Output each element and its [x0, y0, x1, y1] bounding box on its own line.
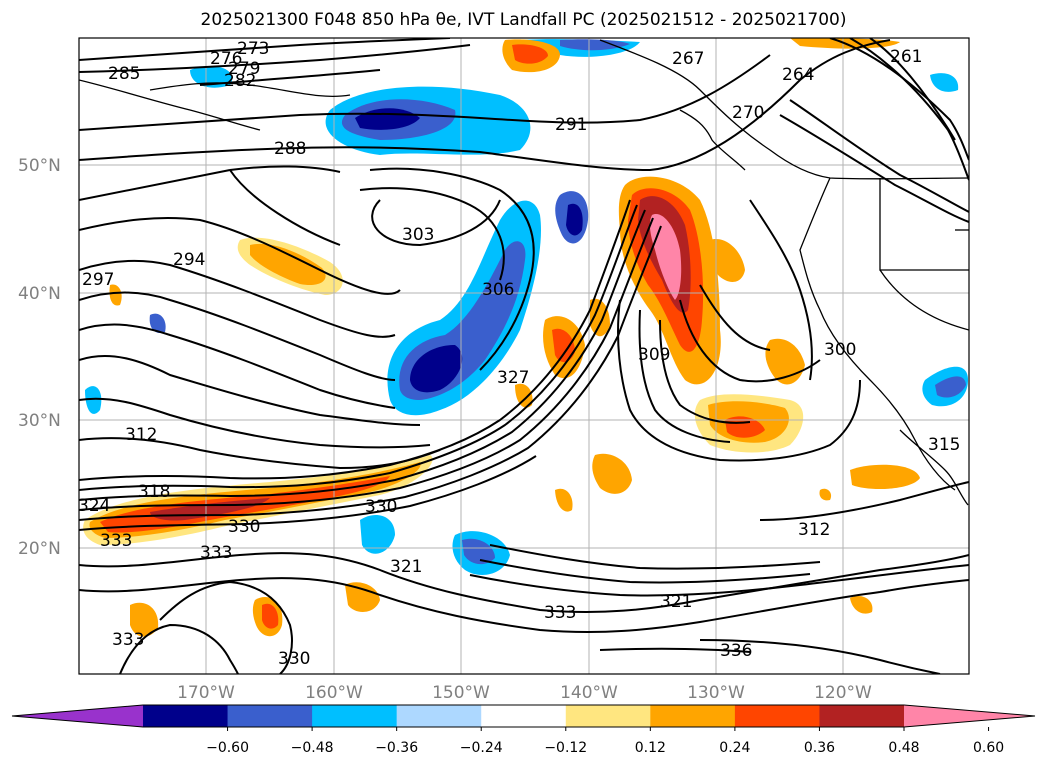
contour-label: 324 — [78, 496, 110, 516]
colorbar-bin — [312, 705, 398, 727]
longitude-axis: 170°W 160°W 150°W 140°W 130°W 120°W — [177, 683, 872, 703]
contour-label: 336 — [720, 641, 752, 661]
colorbar-tick-label: −0.60 — [206, 740, 249, 756]
contour-label: 330 — [228, 517, 260, 537]
colorbar-tick-label: 0.48 — [888, 740, 919, 756]
contour-label: 294 — [173, 250, 205, 270]
colorbar-extend-low — [12, 705, 143, 727]
contour-label: 285 — [108, 64, 140, 84]
colorbar-tick-label: 0.36 — [804, 740, 835, 756]
contour-label: 303 — [402, 225, 434, 245]
contour-label: 315 — [928, 435, 960, 455]
colorbar-bin — [819, 705, 905, 727]
colorbar-tick-label: −0.12 — [544, 740, 587, 756]
contour-label: 321 — [390, 557, 422, 577]
colorbar-extend-high — [904, 705, 1035, 727]
contour-label: 321 — [660, 592, 692, 612]
colorbar-tick-label: 0.60 — [973, 740, 1004, 756]
contour-label: 330 — [365, 497, 397, 517]
contour-label: 297 — [82, 270, 114, 290]
contour-label: 312 — [798, 520, 830, 540]
contour-label: 270 — [732, 103, 764, 123]
coastlines — [79, 39, 969, 506]
lat-label-40n: 40°N — [18, 284, 61, 304]
colorbar-bin — [396, 705, 482, 727]
contour-labels: 273 276 279 282 285 288 291 294 297 300 … — [78, 39, 960, 669]
contour-label: 327 — [497, 368, 529, 388]
lon-label-160w: 160°W — [305, 683, 363, 703]
colorbar-tick-label: 0.12 — [635, 740, 666, 756]
latitude-axis: 50°N 40°N 30°N 20°N — [18, 156, 61, 559]
map-title: 2025021300 F048 850 hPa θe, IVT Landfall… — [200, 10, 847, 30]
lon-label-140w: 140°W — [560, 683, 618, 703]
contour-label: 279 — [228, 59, 260, 79]
colorbar-bin — [227, 705, 313, 727]
contour-label: 267 — [672, 49, 704, 69]
lat-label-50n: 50°N — [18, 156, 61, 176]
colorbar-bin — [565, 705, 651, 727]
colorbar-tick-label: −0.48 — [291, 740, 334, 756]
lon-label-150w: 150°W — [432, 683, 490, 703]
colorbar-bin — [481, 705, 567, 727]
map-frame — [78, 37, 970, 675]
colorbar-bin — [143, 705, 229, 727]
lon-label-130w: 130°W — [687, 683, 745, 703]
colorbar-bin — [734, 705, 820, 727]
colorbar-ticks: −0.60 −0.48 −0.36 −0.24 −0.12 0.12 0.24 0.36 0.4… — [206, 727, 1004, 756]
contour-label: 273 — [237, 39, 269, 59]
shaded-anomaly-fields — [83, 38, 968, 637]
contour-label: 312 — [125, 425, 157, 445]
colorbar-tick-label: −0.24 — [460, 740, 503, 756]
contour-label: 309 — [638, 345, 670, 365]
contour-label: 333 — [112, 630, 144, 650]
colorbar-tick-label: −0.36 — [375, 740, 418, 756]
lat-label-30n: 30°N — [18, 411, 61, 431]
lat-label-20n: 20°N — [18, 539, 61, 559]
colorbar-bins — [143, 705, 905, 727]
contour-label: 333 — [200, 543, 232, 563]
theta-e-contours — [79, 38, 969, 674]
contour-label: 264 — [782, 65, 814, 85]
contour-label: 318 — [138, 482, 170, 502]
gridlines — [79, 38, 969, 674]
contour-label: 261 — [890, 47, 922, 67]
colorbar-bin — [650, 705, 736, 727]
contour-label: 276 — [210, 49, 242, 69]
contour-label: 333 — [544, 603, 576, 623]
colorbar: −0.60 −0.48 −0.36 −0.24 −0.12 0.12 0.24 0.36 0.4… — [11, 704, 1036, 756]
colorbar-tick-label: 0.24 — [719, 740, 750, 756]
lon-label-170w: 170°W — [177, 683, 235, 703]
contour-label: 306 — [482, 280, 514, 300]
contour-label: 300 — [824, 340, 856, 360]
contour-label: 291 — [555, 115, 587, 135]
lon-label-120w: 120°W — [814, 683, 872, 703]
contour-label: 288 — [274, 139, 306, 159]
contour-label: 333 — [100, 531, 132, 551]
contour-label: 330 — [278, 649, 310, 669]
contour-label: 282 — [224, 71, 256, 91]
